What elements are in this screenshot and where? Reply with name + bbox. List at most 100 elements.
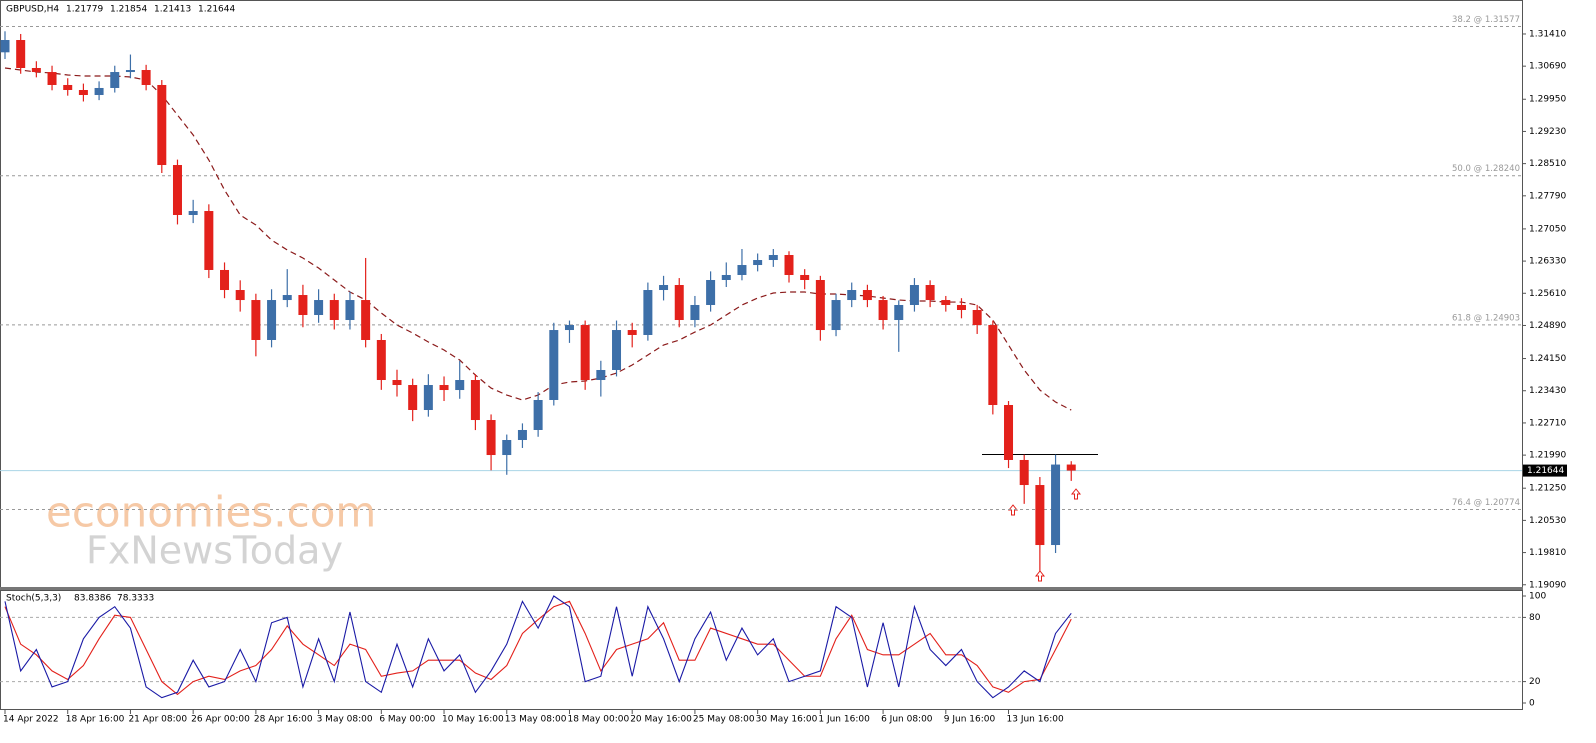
candle-body — [517, 429, 527, 441]
candle-body — [486, 420, 496, 456]
level-label: 61.8 @ 1.24903 — [1452, 313, 1520, 323]
candle-body — [580, 325, 590, 381]
stoch-main-value: 83.8386 — [74, 594, 111, 604]
y-tick-label: 1.28510 — [1529, 159, 1566, 169]
x-tick-label: 6 Jun 08:00 — [881, 715, 933, 725]
candle-body — [267, 300, 277, 340]
level-label: 76.4 @ 1.20774 — [1452, 498, 1520, 508]
y-tick-label: 1.24890 — [1529, 321, 1566, 331]
level-label: 50.0 @ 1.28240 — [1452, 164, 1520, 174]
x-tick-label: 28 Apr 16:00 — [254, 715, 313, 725]
candle-body — [596, 369, 606, 381]
candle-body — [706, 279, 716, 305]
y-tick-label: 100 — [1529, 592, 1546, 602]
candle-body — [972, 309, 982, 326]
x-tick-label: 18 May 00:00 — [567, 715, 629, 725]
candle-body — [31, 67, 41, 73]
stoch-signal-value: 78.3333 — [117, 594, 154, 604]
candle-body — [392, 380, 402, 386]
y-tick-label: 1.22710 — [1529, 418, 1566, 428]
candle-body — [1066, 464, 1076, 471]
candle-body — [188, 211, 198, 215]
candle-body — [737, 265, 747, 275]
candle-body — [925, 285, 935, 301]
x-tick-label: 6 May 00:00 — [379, 715, 435, 725]
candle-body — [329, 300, 339, 321]
candle-body — [862, 290, 872, 301]
candle-body — [1051, 464, 1061, 546]
candle-body — [941, 300, 951, 305]
candle-body — [63, 84, 73, 90]
candle-body — [408, 385, 418, 411]
level-label: 38.2 @ 1.31577 — [1452, 15, 1520, 25]
candle-body — [110, 72, 120, 88]
candle-body — [502, 440, 512, 456]
last-price-label: 1.21644 — [1527, 466, 1564, 476]
x-tick-label: 9 Jun 16:00 — [944, 715, 996, 725]
candle-body — [470, 380, 480, 421]
candle-body — [455, 380, 465, 391]
candle-body — [94, 87, 104, 96]
ohlc-open: 1.21779 — [66, 5, 103, 15]
y-tick-label: 1.25610 — [1529, 289, 1566, 299]
candle-body — [345, 300, 355, 321]
signal-arrows — [1007, 488, 1082, 582]
candle-body — [674, 285, 684, 321]
candle-body — [753, 260, 763, 266]
y-tick-label: 1.29950 — [1529, 95, 1566, 105]
ohlc-close: 1.21644 — [198, 5, 235, 15]
candle-body — [894, 304, 904, 321]
y-tick-label: 1.31410 — [1529, 29, 1566, 39]
x-tick-label: 10 May 16:00 — [442, 715, 504, 725]
y-tick-label: 1.21990 — [1529, 451, 1566, 461]
y-tick-label: 1.20530 — [1529, 516, 1566, 526]
stoch-line — [4, 595, 1072, 699]
chart-title: GBPUSD,H4 — [6, 5, 59, 15]
x-tick-label: 30 May 16:00 — [756, 715, 818, 725]
candle-body — [439, 385, 449, 391]
candle-body — [314, 300, 324, 316]
y-tick-label: 80 — [1529, 613, 1541, 623]
candle-body — [549, 330, 559, 400]
candle-body — [627, 330, 637, 335]
y-tick-label: 20 — [1529, 677, 1541, 687]
candle-body — [78, 89, 88, 96]
watermark: economies.com FxNewsToday — [46, 488, 376, 573]
candle-body — [659, 285, 669, 291]
candle-body — [157, 84, 167, 166]
ohlc-high: 1.21854 — [110, 5, 147, 15]
candle-body — [298, 295, 308, 316]
stoch-title: Stoch(5,3,3) — [6, 594, 61, 604]
candle-body — [47, 72, 57, 85]
y-tick-label: 1.23430 — [1529, 386, 1566, 396]
candle-body — [784, 255, 794, 275]
candle-body — [220, 269, 230, 291]
x-tick-label: 3 May 08:00 — [317, 715, 373, 725]
candle-body — [768, 255, 778, 261]
stoch-line — [4, 600, 1072, 696]
x-tick-label: 13 Jun 16:00 — [1007, 715, 1064, 725]
candle-body — [282, 295, 292, 301]
candle-body — [533, 399, 543, 430]
arrow — [1034, 570, 1046, 582]
candle-body — [1004, 404, 1014, 460]
stoch-panel-border — [0, 590, 1523, 710]
candle-body — [361, 300, 371, 340]
candle-body — [721, 274, 731, 280]
candle-body — [204, 211, 214, 270]
candle-body — [0, 40, 10, 53]
candle-body — [235, 290, 245, 301]
y-tick-label: 1.21250 — [1529, 484, 1566, 494]
y-tick-label: 0 — [1529, 699, 1535, 709]
x-tick-label: 21 Apr 08:00 — [128, 715, 187, 725]
x-tick-label: 18 Apr 16:00 — [66, 715, 125, 725]
candle-body — [612, 330, 622, 370]
candle-body — [172, 165, 182, 215]
x-tick-label: 14 Apr 2022 — [3, 715, 59, 725]
candle-body — [690, 304, 700, 321]
candle-body — [831, 300, 841, 331]
y-tick-label: 1.26330 — [1529, 257, 1566, 267]
x-tick-label: 1 Jun 16:00 — [818, 715, 870, 725]
